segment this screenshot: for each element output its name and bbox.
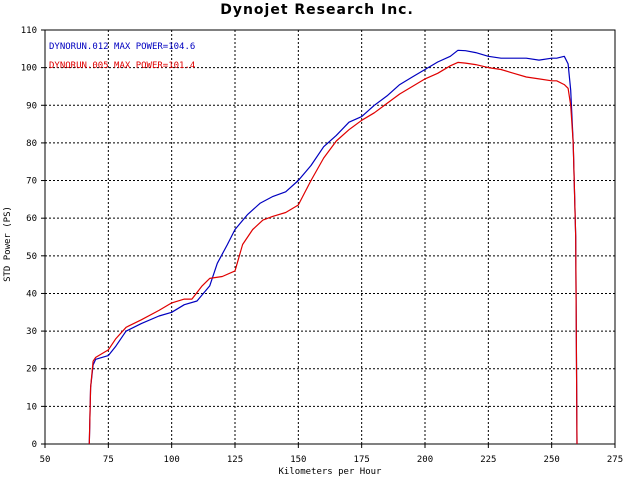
y-tick-label: 80: [26, 139, 37, 149]
y-tick-label: 60: [26, 214, 37, 224]
chart-title: Dynojet Research Inc.: [220, 2, 414, 18]
y-tick-label: 90: [26, 101, 37, 111]
x-tick-label: 75: [103, 455, 114, 465]
x-tick-label: 200: [417, 455, 433, 465]
y-tick-label: 20: [26, 365, 37, 375]
plot-frame: [44, 29, 616, 445]
y-tick-label: 70: [26, 177, 37, 187]
series-line-1: [88, 49, 578, 445]
legend-entry-2: DYNORUN.005 MAX POWER=101.4: [49, 61, 195, 71]
x-tick-label: 225: [480, 455, 496, 465]
x-tick-label: 150: [290, 455, 306, 465]
legend-entry-1: DYNORUN.012 MAX POWER=104.6: [49, 42, 195, 52]
x-tick-label: 250: [544, 455, 560, 465]
y-tick-label: 50: [26, 252, 37, 262]
y-tick-label: 30: [26, 327, 37, 337]
y-axis-label: STD Power (PS): [3, 206, 13, 282]
y-tick-label: 100: [21, 64, 37, 74]
y-axis-ticks: 0 10 20 30 40 50 60 70 80 90 100 110: [21, 26, 45, 450]
series-line-2: [88, 61, 578, 445]
x-tick-label: 175: [354, 455, 370, 465]
x-tick-label: 50: [40, 455, 51, 465]
legend: DYNORUN.012 MAX POWER=104.6 DYNORUN.005 M…: [49, 42, 195, 71]
series-lines: [88, 49, 578, 445]
x-axis-label: Kilometers per Hour: [279, 467, 383, 477]
plot-border: [44, 29, 616, 445]
x-tick-label: 125: [227, 455, 243, 465]
x-axis-ticks: 50 75 100 125 150 175 200 225 250 275: [40, 444, 623, 465]
x-tick-label: 275: [607, 455, 623, 465]
y-tick-label: 110: [21, 26, 37, 36]
y-tick-label: 0: [32, 440, 37, 450]
x-tick-label: 100: [164, 455, 180, 465]
grid-lines: [45, 30, 615, 444]
y-tick-label: 10: [26, 402, 37, 412]
y-tick-label: 40: [26, 289, 37, 299]
